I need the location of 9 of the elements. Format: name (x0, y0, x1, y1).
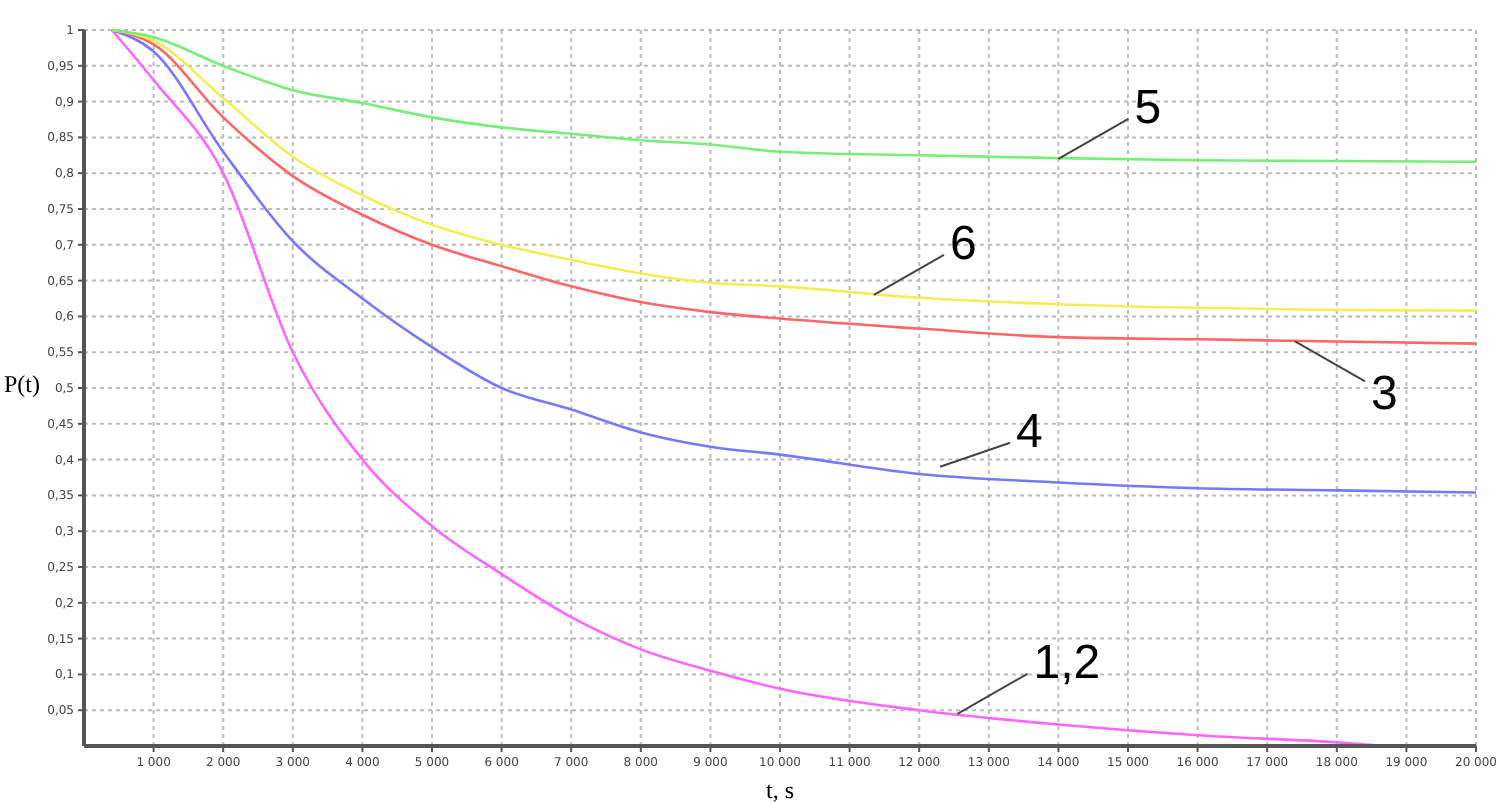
y-axis-title: P(t) (4, 370, 41, 398)
annotation: 3 (1371, 367, 1398, 422)
line-series (110, 28, 1478, 164)
annotation: 6 (949, 216, 977, 271)
annotation: 1,2 (1033, 635, 1101, 690)
annotation: 5 (1134, 80, 1162, 135)
x-axis-title: t, s (765, 776, 795, 802)
line-series (110, 28, 1478, 494)
annotation: 4 (1016, 404, 1043, 459)
